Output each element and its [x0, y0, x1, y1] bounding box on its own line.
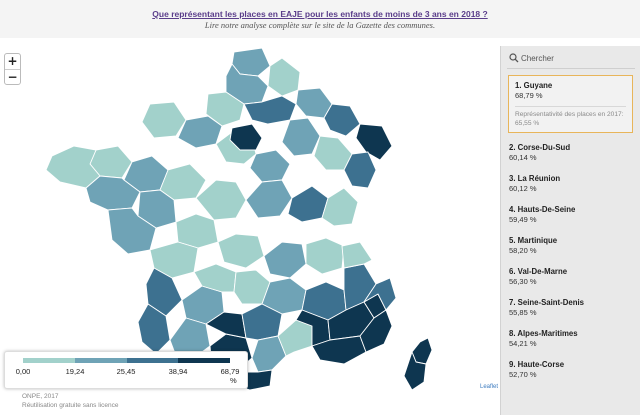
search-divider	[507, 68, 635, 69]
legend-break-label: 68,79	[220, 367, 240, 376]
ranking-item-name: 5. Martinique	[509, 236, 558, 245]
ranking-item-name: 7. Seine-Saint-Denis	[509, 298, 584, 307]
ranking-item-value: 60,14 %	[509, 153, 537, 162]
department-shape	[107, 207, 157, 255]
ranking-item-value: 55,85 %	[509, 308, 537, 317]
department-shape	[323, 103, 361, 137]
ranking-item-selected[interactable]: 1. Guyane 68,79 % Représentativité des p…	[508, 75, 633, 133]
department-shape	[245, 179, 293, 219]
ranking-item-value: 68,79 %	[515, 91, 543, 100]
header-title-link[interactable]: Que représentant les places en EAJE pour…	[152, 9, 488, 19]
header-subtitle: Lire notre analyse complète sur le site …	[204, 20, 436, 30]
department-shape	[363, 277, 397, 311]
choropleth-map[interactable]: + − 0,00 19,24 25,45 38,94 68,79 % Leafl…	[0, 46, 498, 395]
ranking-item-description: Représentativité des places en 2017: 65,…	[515, 111, 624, 127]
ranking-item-name: 4. Hauts-De-Seine	[509, 205, 576, 214]
department-shape	[229, 123, 263, 151]
ranking-item[interactable]: 6. Val-De-Marne 56,30 %	[509, 267, 633, 287]
legend-swatch	[126, 358, 179, 363]
legend-swatch	[74, 358, 127, 363]
ranking-item-value: 56,30 %	[509, 277, 537, 286]
map-footer: ONPE, 2017 Réutilisation gratuite sans l…	[22, 392, 118, 410]
ranking-sidebar[interactable]: 1. Guyane 68,79 % Représentativité des p…	[500, 46, 640, 415]
department-shape	[403, 351, 427, 391]
ranking-item-name: 3. La Réunion	[509, 174, 561, 183]
ranking-item-name: 1. Guyane	[515, 81, 553, 90]
ranking-item-value: 52,70 %	[509, 370, 537, 379]
department-shape	[281, 117, 321, 157]
ranking-item-divider	[515, 106, 626, 107]
legend-break-label: 25,45	[116, 367, 136, 376]
ranking-item-value: 59,49 %	[509, 215, 537, 224]
ranking-item[interactable]: 5. Martinique 58,20 %	[509, 236, 633, 256]
department-shape	[45, 145, 101, 189]
legend-unit: %	[230, 376, 237, 385]
department-shape	[359, 309, 393, 353]
ranking-item[interactable]: 8. Alpes-Maritimes 54,21 %	[509, 329, 633, 349]
legend-break-label: 19,24	[65, 367, 85, 376]
ranking-item-value: 54,21 %	[509, 339, 537, 348]
france-departments-map[interactable]	[0, 46, 498, 395]
ranking-item-name: 8. Alpes-Maritimes	[509, 329, 578, 338]
map-legend: 0,00 19,24 25,45 38,94 68,79 %	[4, 351, 248, 389]
ranking-list: 1. Guyane 68,79 % Représentativité des p…	[508, 75, 633, 391]
ranking-item[interactable]: 3. La Réunion 60,12 %	[509, 174, 633, 194]
department-shape	[267, 57, 301, 97]
department-shape	[195, 179, 247, 221]
department-shape	[305, 237, 345, 275]
ranking-item[interactable]: 9. Haute-Corse 52,70 %	[509, 360, 633, 380]
department-shape	[341, 241, 373, 269]
ranking-item-value: 58,20 %	[509, 246, 537, 255]
legend-swatch	[23, 358, 75, 363]
department-shape	[355, 123, 393, 161]
department-shape	[263, 241, 307, 279]
ranking-item[interactable]: 4. Hauts-De-Seine 59,49 %	[509, 205, 633, 225]
ranking-item-name: 9. Haute-Corse	[509, 360, 565, 369]
search-box	[509, 51, 633, 67]
department-shape	[217, 233, 265, 269]
legend-color-scale	[23, 358, 230, 363]
zoom-control: + −	[4, 53, 21, 85]
leaflet-attribution-link[interactable]: Leaflet	[480, 384, 499, 390]
department-shape	[343, 151, 377, 189]
search-input[interactable]	[521, 51, 631, 65]
ranking-item[interactable]: 7. Seine-Saint-Denis 55,85 %	[509, 298, 633, 318]
ranking-item[interactable]: 2. Corse-Du-Sud 60,14 %	[509, 143, 633, 163]
license-text: Réutilisation gratuite sans licence	[22, 402, 119, 409]
source-text: ONPE, 2017	[22, 393, 59, 400]
department-shape	[249, 149, 291, 183]
department-shape	[205, 91, 245, 127]
ranking-item-name: 6. Val-De-Marne	[509, 267, 568, 276]
department-shape	[321, 187, 359, 227]
zoom-out-button[interactable]: −	[5, 69, 20, 84]
ranking-item-value: 60,12 %	[509, 184, 537, 193]
zoom-in-button[interactable]: +	[7, 54, 18, 68]
search-icon	[509, 53, 519, 63]
legend-break-label: 0,00	[15, 367, 31, 376]
header-banner: Que représentant les places en EAJE pour…	[0, 0, 640, 38]
legend-swatch	[178, 358, 230, 363]
ranking-item-name: 2. Corse-Du-Sud	[509, 143, 571, 152]
department-shape	[243, 95, 297, 125]
department-shape	[141, 101, 187, 139]
legend-break-label: 38,94	[168, 367, 188, 376]
